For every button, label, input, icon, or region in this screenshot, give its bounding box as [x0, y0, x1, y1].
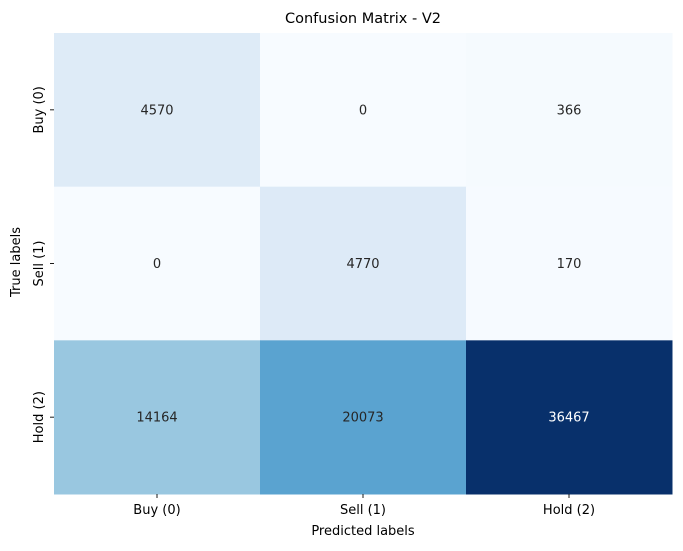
y-axis-label: True labels: [9, 227, 24, 298]
x-axis-label: Predicted labels: [311, 524, 415, 539]
cell-value-label-r2-c2: 36467: [548, 411, 589, 426]
cell-value-label-r1-c1: 4770: [346, 257, 379, 272]
heatmap-cell-r1-c0: [54, 186, 261, 341]
heatmap-cell-r0-c2: [466, 33, 673, 188]
cell-value-label-r2-c1: 20073: [342, 411, 383, 426]
cell-value-label-r0-c2: 366: [557, 103, 582, 118]
heatmap-cell-r2-c0: [54, 340, 261, 495]
heatmap-cell-r1-c2: [466, 186, 673, 341]
axis-ticks: Buy (0) Sell (1) Hold (2) Buy (0) Sell (1) Ho…: [32, 86, 595, 518]
x-tick-label: Hold (2): [543, 503, 595, 518]
chart-title: Confusion Matrix - V2: [285, 11, 441, 27]
heatmap-cell-r2-c1: [260, 340, 467, 495]
y-tick-label: Buy (0): [32, 86, 47, 133]
cell-value-label-r1-c2: 170: [557, 257, 582, 272]
heatmap-cell-r2-c2: [466, 340, 673, 495]
x-tick-label: Sell (1): [340, 503, 386, 518]
x-tick-label: Buy (0): [133, 503, 180, 518]
heatmap-cells: 4570 0 366 0 4770 170 14164 20073 36467: [54, 33, 673, 495]
y-tick-label: Hold (2): [32, 391, 47, 443]
cell-value-label-r0-c0: 4570: [140, 103, 173, 118]
cell-value-label-r2-c0: 14164: [136, 411, 177, 426]
heatmap-cell-r1-c1: [260, 186, 467, 341]
heatmap-cell-r0-c1: [260, 33, 467, 188]
heatmap-cell-r0-c0: [54, 33, 261, 188]
cell-value-label-r1-c0: 0: [153, 257, 161, 272]
cell-value-label-r0-c1: 0: [359, 103, 367, 118]
y-tick-label: Sell (1): [32, 240, 47, 286]
